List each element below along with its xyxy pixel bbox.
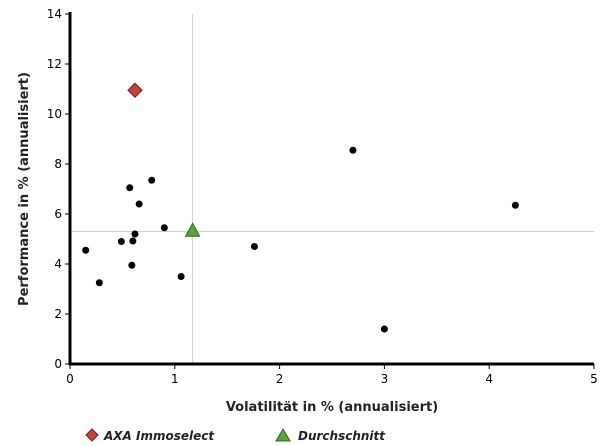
data-point	[135, 200, 143, 208]
data-point	[129, 237, 137, 245]
legend-item-durchschnitt: Durchschnitt	[275, 428, 386, 443]
legend: AXA Immoselect Durchschnitt	[85, 428, 386, 443]
y-tick-label: 0	[54, 357, 62, 371]
data-point	[349, 146, 357, 154]
data-point	[250, 243, 258, 250]
x-tick-label: 0	[66, 372, 74, 386]
data-point	[511, 201, 519, 209]
data-point	[117, 238, 125, 245]
data-point	[95, 279, 103, 287]
axes	[68, 12, 594, 366]
x-tick-label: 2	[276, 372, 284, 386]
y-tick-label: 8	[54, 157, 62, 171]
data-point	[148, 176, 156, 184]
data-point	[82, 246, 90, 254]
data-point	[160, 224, 168, 232]
x-tick-label: 3	[381, 372, 389, 386]
x-tick-label: 4	[485, 372, 493, 386]
data-point	[131, 230, 139, 238]
axa-immoselect-point	[127, 82, 143, 98]
data-point	[126, 184, 134, 192]
legend-label-axa: AXA Immoselect	[103, 429, 215, 443]
data-point	[177, 273, 185, 280]
x-tick-label: 1	[171, 372, 179, 386]
y-tick-label: 14	[47, 7, 62, 21]
x-axis-title: Volatilität in % (annualisiert)	[226, 400, 438, 415]
durchschnitt-point	[184, 222, 201, 237]
data-point	[128, 261, 136, 269]
y-tick-label: 10	[47, 107, 62, 121]
x-tick-label: 5	[590, 372, 598, 386]
y-axis-title: Performance in % (annualisiert)	[17, 72, 32, 306]
y-tick-label: 4	[54, 257, 62, 271]
y-tick-label: 6	[54, 207, 62, 221]
legend-item-axa: AXA Immoselect	[85, 428, 215, 443]
data-point	[380, 325, 388, 333]
data-points	[82, 82, 519, 333]
y-tick-label: 12	[47, 57, 62, 71]
reference-lines	[70, 14, 594, 364]
legend-triangle-marker	[275, 428, 291, 442]
legend-label-durchschnitt: Durchschnitt	[298, 429, 386, 443]
legend-diamond-marker	[85, 428, 99, 442]
y-tick-label: 2	[54, 307, 62, 321]
